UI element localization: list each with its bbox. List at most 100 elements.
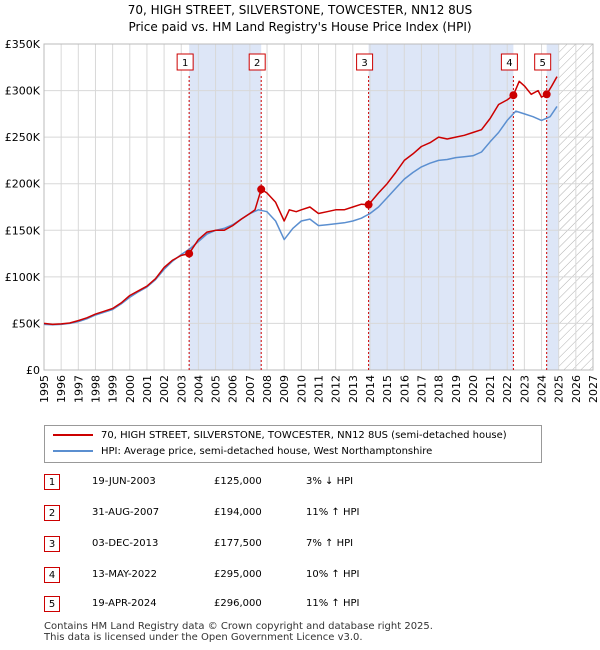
x-tick-label: 2005 xyxy=(210,375,223,403)
x-tick-label: 2023 xyxy=(518,375,531,403)
sale-label-box xyxy=(176,53,194,71)
legend-item-hpi: HPI: Average price, semi-detached house,… xyxy=(53,444,432,460)
sale-price: £296,000 xyxy=(214,598,262,609)
x-tick-label: 2018 xyxy=(433,375,446,403)
x-tick-label: 2013 xyxy=(347,375,360,403)
property-price-line xyxy=(43,76,558,326)
tick-labels: 1995 1996 1997 1998 1999 2000 2001 2002 2003 2004… xyxy=(5,38,600,403)
x-tick-label: 1995 xyxy=(38,375,51,403)
sale-row: 2 31-AUG-2007 £194,000 11% ↑ HPI xyxy=(44,503,544,523)
x-tick-label: 2014 xyxy=(364,375,377,403)
sale-row: 4 13-MAY-2022 £295,000 10% ↑ HPI xyxy=(44,565,544,585)
chart-title-line1: 70, HIGH STREET, SILVERSTONE, TOWCESTER,… xyxy=(127,3,473,17)
shaded-period xyxy=(189,44,262,370)
sale-point xyxy=(509,91,518,100)
sale-guides xyxy=(188,76,548,370)
shaded-period xyxy=(368,44,514,370)
sale-label-number: 4 xyxy=(506,58,512,69)
x-tick-label: 1996 xyxy=(55,375,68,403)
sale-date: 19-JUN-2003 xyxy=(92,476,156,487)
sale-row: 1 19-JUN-2003 £125,000 3% ↓ HPI xyxy=(44,472,544,492)
sale-date: 13-MAY-2022 xyxy=(92,569,158,580)
plot-frame xyxy=(43,43,594,371)
axes xyxy=(43,43,594,371)
sale-number: 2 xyxy=(44,505,60,521)
x-tick-label: 2000 xyxy=(124,375,137,403)
series-lines xyxy=(43,76,558,326)
x-tick-label: 2020 xyxy=(467,375,480,403)
sale-date: 03-DEC-2013 xyxy=(92,538,159,549)
x-tick-label: 2026 xyxy=(570,375,583,403)
legend: 70, HIGH STREET, SILVERSTONE, TOWCESTER,… xyxy=(44,425,542,463)
legend-label-property: 70, HIGH STREET, SILVERSTONE, TOWCESTER,… xyxy=(101,430,507,441)
y-tick-label: £150K xyxy=(5,224,41,237)
sale-label-number: 2 xyxy=(254,58,260,69)
x-tick-label: 2012 xyxy=(330,375,343,403)
sale-label-box xyxy=(356,53,374,71)
x-tick-label: 2009 xyxy=(278,375,291,403)
x-tick-label: 2004 xyxy=(192,375,205,403)
sale-label-box xyxy=(500,53,518,71)
sale-hpi-diff: 11% ↑ HPI xyxy=(306,507,360,518)
x-tick-label: 2024 xyxy=(536,375,549,403)
x-tick-label: 2007 xyxy=(244,375,257,403)
x-tick-label: 2010 xyxy=(295,375,308,403)
x-tick-label: 1997 xyxy=(72,375,85,403)
x-tick-label: 2027 xyxy=(587,375,600,403)
footer-copyright: Contains HM Land Registry data © Crown c… xyxy=(44,621,433,632)
x-tick-label: 2001 xyxy=(141,375,154,403)
y-tick-label: £100K xyxy=(5,271,41,284)
sale-row: 5 19-APR-2024 £296,000 11% ↑ HPI xyxy=(44,594,544,614)
x-tick-label: 2011 xyxy=(313,375,326,403)
sale-label-number: 5 xyxy=(539,58,545,69)
x-tick-label: 2016 xyxy=(398,375,411,403)
sale-price: £295,000 xyxy=(214,569,262,580)
legend-label-hpi: HPI: Average price, semi-detached house,… xyxy=(101,446,433,457)
sale-point xyxy=(185,249,194,258)
sale-point xyxy=(542,90,551,99)
sale-date: 31-AUG-2007 xyxy=(92,507,160,518)
legend-swatch-hpi xyxy=(53,450,93,452)
x-tick-label: 2015 xyxy=(381,375,394,403)
x-tick-label: 2006 xyxy=(227,375,240,403)
legend-swatch-property xyxy=(53,434,93,436)
y-tick-label: £300K xyxy=(5,85,41,98)
sale-label-number: 3 xyxy=(361,58,367,69)
sale-hpi-diff: 3% ↓ HPI xyxy=(306,476,354,487)
x-tick-label: 2002 xyxy=(158,375,171,403)
sale-price: £177,500 xyxy=(214,538,262,549)
sale-price: £194,000 xyxy=(214,507,262,518)
x-tick-label: 2008 xyxy=(261,375,274,403)
sale-hpi-diff: 11% ↑ HPI xyxy=(306,598,360,609)
sale-number: 4 xyxy=(44,567,60,583)
x-tick-label: 2003 xyxy=(175,375,188,403)
y-tick-label: £200K xyxy=(5,178,41,191)
sale-hpi-diff: 7% ↑ HPI xyxy=(306,538,354,549)
y-tick-label: £0 xyxy=(26,364,40,377)
sale-number: 1 xyxy=(44,474,60,490)
x-tick-label: 2022 xyxy=(501,375,514,403)
sale-point xyxy=(257,185,266,194)
x-tick-label: 2025 xyxy=(553,375,566,403)
sale-price: £125,000 xyxy=(214,476,262,487)
hpi-line xyxy=(43,105,558,326)
sale-date: 19-APR-2024 xyxy=(92,598,157,609)
legend-item-property: 70, HIGH STREET, SILVERSTONE, TOWCESTER,… xyxy=(53,428,507,444)
sale-label-box xyxy=(248,53,266,71)
x-tick-label: 2017 xyxy=(415,375,428,403)
sale-row: 3 03-DEC-2013 £177,500 7% ↑ HPI xyxy=(44,534,544,554)
sale-point xyxy=(364,200,373,209)
sale-label-number: 1 xyxy=(182,58,188,69)
y-tick-label: £50K xyxy=(12,317,41,330)
price-chart: 1 2 3 4 5 1995 1996 1997 1998 1999 2000 2001 2002 20… xyxy=(5,38,600,403)
x-tick-label: 1998 xyxy=(89,375,102,403)
x-tick-label: 2021 xyxy=(484,375,497,403)
x-tick-label: 1999 xyxy=(107,375,120,403)
sale-hpi-diff: 10% ↑ HPI xyxy=(306,569,360,580)
x-tick-label: 2019 xyxy=(450,375,463,403)
y-tick-label: £350K xyxy=(5,38,41,51)
y-tick-label: £250K xyxy=(5,131,41,144)
shaded-period xyxy=(546,44,559,370)
sale-number: 5 xyxy=(44,596,60,612)
chart-title-line2: Price paid vs. HM Land Registry's House … xyxy=(128,20,472,34)
